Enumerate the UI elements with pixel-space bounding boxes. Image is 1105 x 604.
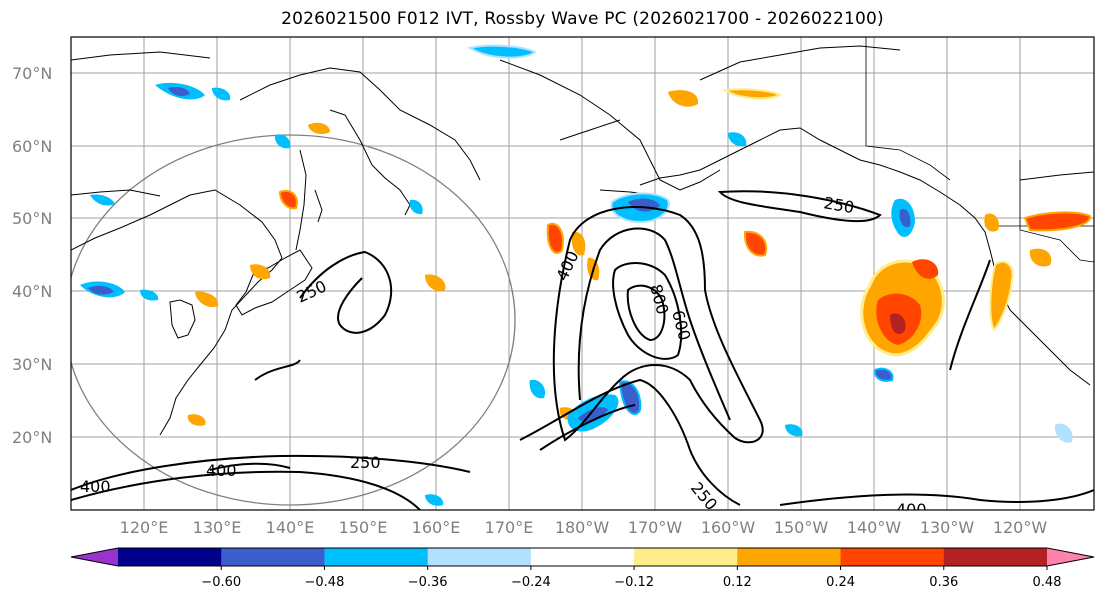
colorbar-swatch <box>840 548 945 566</box>
ivt-negative-anomalies <box>80 44 1073 506</box>
colorbar-tick-label: −0.24 <box>511 575 551 590</box>
colorbar-tick-label: 0.12 <box>723 575 752 590</box>
map-frame <box>70 36 1095 511</box>
contour-label: 250 <box>350 453 381 472</box>
ivt-contours <box>71 190 1094 510</box>
contour-labels: 250 250 250 250 400 400 400 400 800 600 <box>80 193 927 519</box>
lon-label: 140°E <box>266 518 315 537</box>
colorbar-outline <box>70 547 1095 567</box>
lat-label: 60°N <box>12 137 52 156</box>
colorbar-tick-label: −0.12 <box>614 575 654 590</box>
map-title: 2026021500 F012 IVT, Rossby Wave PC (202… <box>281 9 884 29</box>
colorbar-tick-label: −0.60 <box>201 575 241 590</box>
lat-label: 40°N <box>12 282 52 301</box>
lon-label: 170°W <box>628 518 683 537</box>
lon-label: 120°E <box>120 518 169 537</box>
lon-label: 150°W <box>774 518 829 537</box>
colorbar-swatch <box>427 548 532 566</box>
colorbar-tick-label: −0.48 <box>305 575 345 590</box>
colorbar-swatch <box>634 548 738 566</box>
lon-label: 180°W <box>555 518 610 537</box>
longitude-labels: 120°E 130°E 140°E 150°E 160°E 170°E 180°… <box>120 518 1048 537</box>
colorbar-extend-high <box>1047 548 1094 566</box>
colorbar-swatch <box>943 548 1048 566</box>
colorbar-swatch <box>324 548 429 566</box>
lon-label: 130°E <box>193 518 242 537</box>
lon-label: 160°E <box>412 518 461 537</box>
lat-label: 30°N <box>12 355 52 374</box>
lon-label: 160°W <box>701 518 756 537</box>
colorbar-swatch <box>737 548 842 566</box>
colorbar-tick-label: 0.48 <box>1033 575 1062 590</box>
lon-label: 140°W <box>847 518 902 537</box>
ivt-positive-anomalies <box>187 88 1091 426</box>
lat-label: 20°N <box>12 428 52 447</box>
colorbar-swatch <box>118 548 222 566</box>
lat-label: 50°N <box>12 209 52 228</box>
lat-label: 70°N <box>12 64 52 83</box>
colorbar: −0.60 −0.48 −0.36 −0.24 −0.12 0.12 0.24 0.36 0.4… <box>70 547 1095 590</box>
contour-label: 400 <box>896 500 927 519</box>
lon-label: 170°E <box>485 518 534 537</box>
reference-circle <box>71 134 516 506</box>
contour-label: 400 <box>206 461 237 480</box>
colorbar-tick-label: −0.36 <box>408 575 448 590</box>
colorbar-tick-label: 0.24 <box>826 575 855 590</box>
lon-label: 130°W <box>920 518 975 537</box>
colorbar-swatch <box>221 548 325 566</box>
colorbar-extend-low <box>71 548 118 566</box>
contour-label: 400 <box>80 477 111 496</box>
latitude-labels: 70°N 60°N 50°N 40°N 30°N 20°N <box>12 64 52 447</box>
colorbar-tick-label: 0.36 <box>929 575 958 590</box>
lon-label: 150°E <box>339 518 388 537</box>
colorbar-swatch <box>530 548 635 566</box>
lon-label: 120°W <box>993 518 1048 537</box>
